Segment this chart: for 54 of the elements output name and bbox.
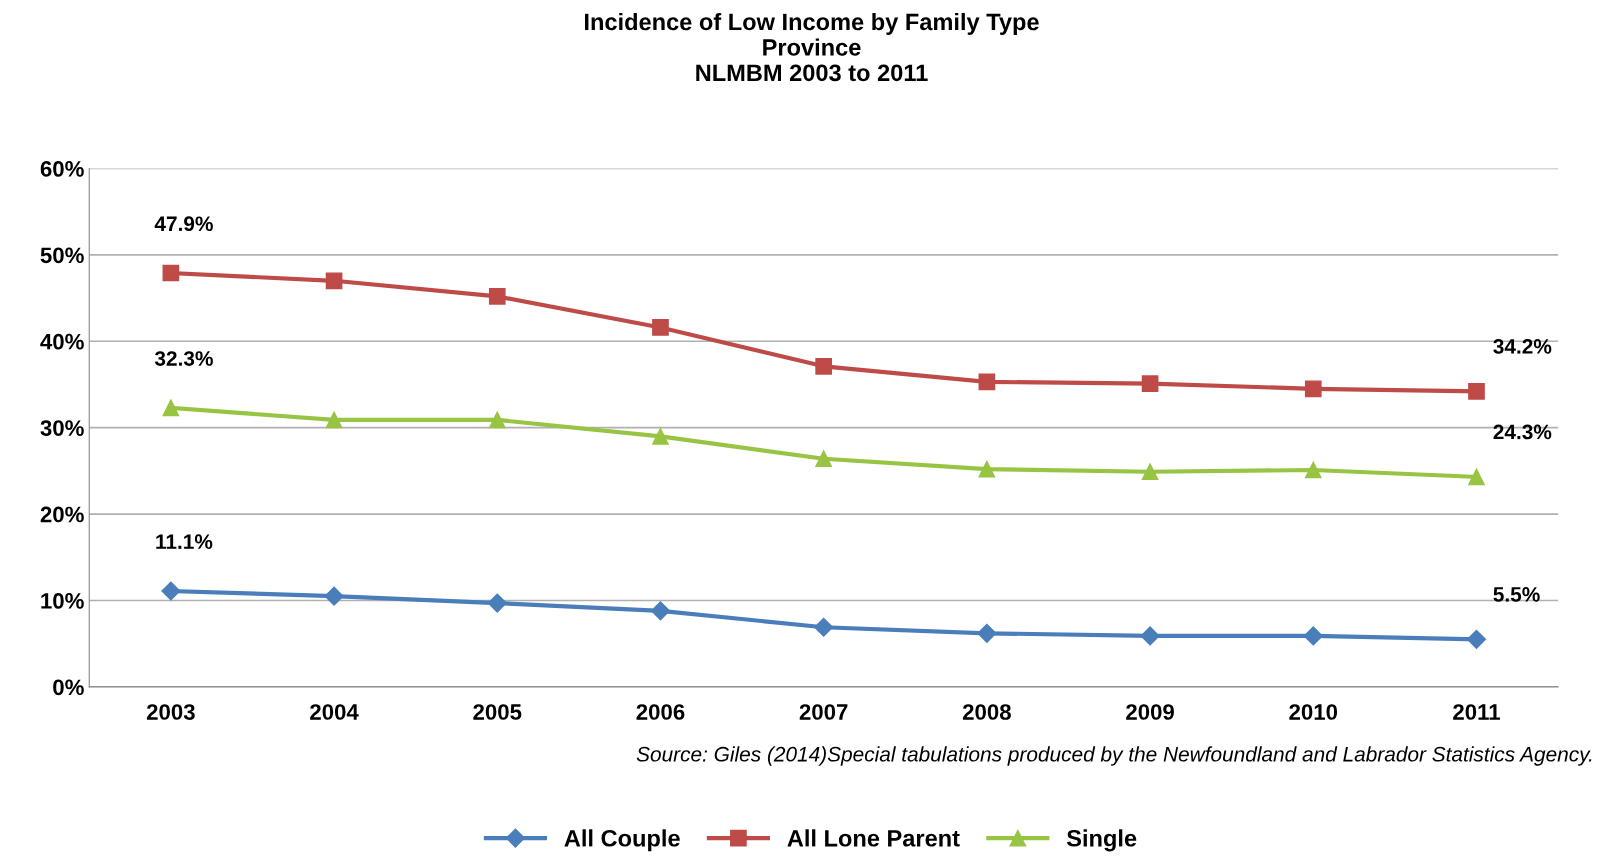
point [488, 411, 506, 429]
data-label: 34.2% [1493, 339, 1552, 354]
chart-title: Incidence of Low Income by Family Type Province NLMBM 2003 to 2011 [585, 12, 1039, 82]
y-tick-label: 10% [41, 593, 84, 609]
point [1141, 463, 1159, 481]
y-tick-label: 20% [40, 506, 84, 523]
point [487, 593, 507, 613]
point [162, 264, 180, 282]
point [162, 399, 180, 417]
data-label: 5.5% [1493, 587, 1540, 602]
y-tick-label: 0% [53, 679, 84, 696]
x-tick-label: 2008 [962, 704, 1011, 720]
point [325, 272, 343, 290]
data-label: 11.1% [156, 534, 213, 550]
y-tick-label: 50% [40, 247, 84, 264]
point [488, 288, 506, 305]
x-tick-label: 2004 [310, 704, 359, 720]
point [650, 601, 671, 621]
x-tick-label: 2003 [146, 704, 195, 720]
point [815, 358, 833, 375]
point [1304, 380, 1322, 398]
point [1304, 461, 1322, 479]
x-tick-label: 2010 [1289, 704, 1338, 720]
point [978, 373, 996, 391]
point [325, 411, 343, 429]
point [978, 460, 996, 478]
point [161, 581, 181, 601]
point [1303, 626, 1323, 646]
y-tick-label: 40% [40, 333, 84, 350]
point [814, 617, 834, 637]
point [1468, 468, 1485, 486]
point [977, 623, 997, 643]
point [815, 450, 833, 468]
legend-label: All Couple [564, 829, 680, 852]
point [652, 319, 669, 336]
legend-label: Single [1066, 829, 1137, 852]
point [324, 586, 344, 606]
data-label: 32.3% [154, 351, 213, 366]
data-label: 24.3% [1493, 424, 1552, 440]
source-note: Source: Giles (2014)Special tabulations produced by the Newfoundland and Labrador Statistics Agency. [636, 746, 1592, 766]
x-tick-label: 2007 [799, 704, 848, 720]
x-tick-label: 2009 [1126, 704, 1174, 720]
point [652, 427, 669, 445]
y-tick-label: 30% [40, 420, 84, 436]
x-tick-label: 2005 [473, 704, 522, 720]
y-tick-label: 60% [40, 161, 84, 177]
x-tick-label: 2011 [1453, 704, 1500, 720]
point [1468, 383, 1485, 400]
legend-label: All Lone Parent [787, 829, 960, 847]
data-label: 47.9% [154, 216, 213, 232]
x-tick-label: 2006 [636, 704, 685, 720]
point [1141, 375, 1159, 392]
point [1466, 629, 1487, 649]
point [1140, 626, 1160, 646]
